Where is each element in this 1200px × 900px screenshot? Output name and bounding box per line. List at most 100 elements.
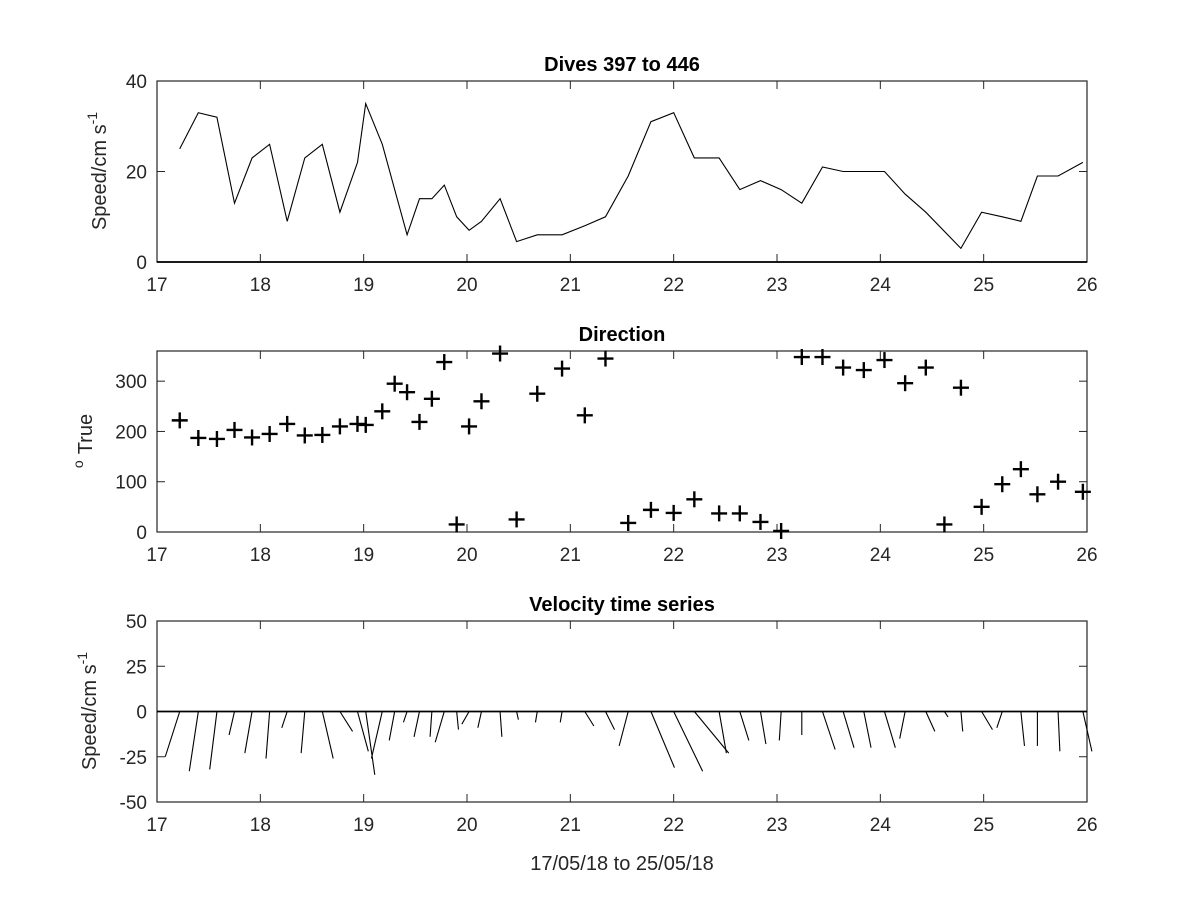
velocity-x-tick-label: 26 (1076, 815, 1097, 836)
direction-point (461, 418, 478, 435)
direction-point (208, 430, 225, 447)
direction-point (399, 384, 416, 401)
direction-point (711, 505, 728, 522)
direction-ylabel: o True (70, 414, 97, 468)
direction-point (492, 345, 509, 362)
velocity-stick (673, 711, 704, 772)
velocity-x-tick-label: 25 (973, 815, 994, 836)
direction-point (296, 427, 313, 444)
velocity-stick (693, 711, 730, 754)
velocity-stick (618, 711, 629, 747)
velocity-stick (943, 711, 949, 718)
velocity-stick (759, 711, 767, 745)
velocity-stick (321, 711, 334, 759)
direction-x-tick-label: 17 (146, 545, 167, 566)
direction-point (423, 390, 440, 407)
direction-x-tick-label: 19 (353, 545, 374, 566)
velocity-x-tick-label: 18 (250, 815, 271, 836)
speed-ylabel: Speed/cm s-1 (84, 112, 111, 230)
velocity-stick (1057, 711, 1061, 752)
velocity-x-tick-label: 19 (353, 815, 374, 836)
velocity-stick (1082, 711, 1093, 752)
speed-y-tick-label: 40 (126, 72, 147, 93)
velocity-ylabel-text: Speed/cm s (79, 664, 101, 770)
direction-point (973, 498, 990, 515)
direction-point (876, 352, 893, 369)
direction-point (314, 426, 331, 443)
direction-point (171, 412, 188, 429)
velocity-x-tick-label: 22 (663, 815, 684, 836)
velocity-stick (899, 711, 906, 739)
velocity-stick (863, 711, 872, 748)
velocity-stick (429, 711, 433, 737)
direction-point (226, 421, 243, 438)
speed-ylabel-superscript: -1 (84, 112, 100, 125)
velocity-x-tick-label: 21 (560, 815, 581, 836)
velocity-stick (339, 711, 354, 732)
direction-chart-title: Direction (579, 324, 666, 346)
velocity-stick (300, 711, 306, 754)
velocity-stick (981, 711, 993, 730)
direction-x-tick-label: 25 (973, 545, 994, 566)
direction-x-tick-label: 22 (663, 545, 684, 566)
speed-x-tick-label: 20 (456, 275, 477, 296)
svg-text:Speed/cm s-1: Speed/cm s-1 (84, 112, 111, 230)
direction-point (554, 360, 571, 377)
direction-point (994, 476, 1011, 493)
direction-panel: Direction o True 17 18 19 20 21 22 23 24 25 26 0 100… (70, 324, 1098, 566)
direction-point (773, 522, 790, 539)
direction-x-tick-label: 24 (870, 545, 892, 566)
velocity-stick (604, 711, 616, 730)
speed-x-tick-label: 25 (973, 275, 994, 296)
speed-x-tick-label: 18 (250, 275, 271, 296)
direction-point (1029, 486, 1046, 503)
direction-x-tick-label: 26 (1076, 545, 1097, 566)
velocity-stick (739, 711, 750, 741)
svg-text:Speed/cm s-1: Speed/cm s-1 (74, 652, 101, 770)
velocity-x-tick-label: 23 (766, 815, 787, 836)
speed-x-tick-label: 22 (663, 275, 684, 296)
velocity-stick (925, 711, 936, 732)
direction-plot-area (156, 350, 1088, 533)
direction-x-tick-label: 21 (560, 545, 581, 566)
direction-ylabel-superscript: o (70, 460, 86, 468)
velocity-y-tick-label: 0 (136, 703, 147, 724)
direction-point (279, 415, 296, 432)
direction-y-tick-label: 200 (115, 422, 147, 443)
velocity-stick (365, 711, 376, 775)
velocity-stick (370, 711, 383, 759)
velocity-stick (477, 711, 483, 728)
direction-y-tick-label: 300 (115, 372, 147, 393)
direction-point (529, 385, 546, 402)
direction-point (331, 418, 348, 435)
direction-point (897, 375, 914, 392)
velocity-y-tick-label: -50 (120, 793, 147, 814)
direction-point (411, 413, 428, 430)
velocity-stick (456, 711, 460, 730)
speed-panel: Dives 397 to 446 Speed/cm s-1 17 18 19 20 21… (84, 54, 1098, 296)
velocity-stick (821, 711, 836, 750)
velocity-y-tick-label: 50 (126, 612, 147, 633)
velocity-x-tick-label: 17 (146, 815, 167, 836)
velocity-stick (650, 711, 675, 768)
speed-chart-title: Dives 397 to 446 (544, 54, 700, 76)
velocity-y-tick-label: -25 (120, 748, 147, 769)
speed-x-tick-label: 23 (766, 275, 787, 296)
svg-text:oTrue: o True (70, 414, 97, 468)
velocity-stick (1020, 711, 1026, 746)
direction-point (244, 429, 261, 446)
direction-x-tick-label: 18 (250, 545, 271, 566)
speed-x-tick-label: 21 (560, 275, 581, 296)
direction-x-tick-label: 20 (456, 545, 477, 566)
direction-point (686, 491, 703, 508)
velocity-panel: Velocity time series Speed/cm s-1 17/05/… (74, 594, 1098, 875)
velocity-xlabel: 17/05/18 to 25/05/18 (530, 853, 714, 875)
direction-point (642, 501, 659, 518)
velocity-stick (402, 711, 408, 723)
velocity-stick (388, 711, 396, 741)
speed-plot-area (156, 80, 1088, 263)
direction-point (917, 359, 934, 376)
direction-point (855, 362, 872, 379)
velocity-stick (228, 711, 236, 736)
direction-point (436, 354, 453, 371)
